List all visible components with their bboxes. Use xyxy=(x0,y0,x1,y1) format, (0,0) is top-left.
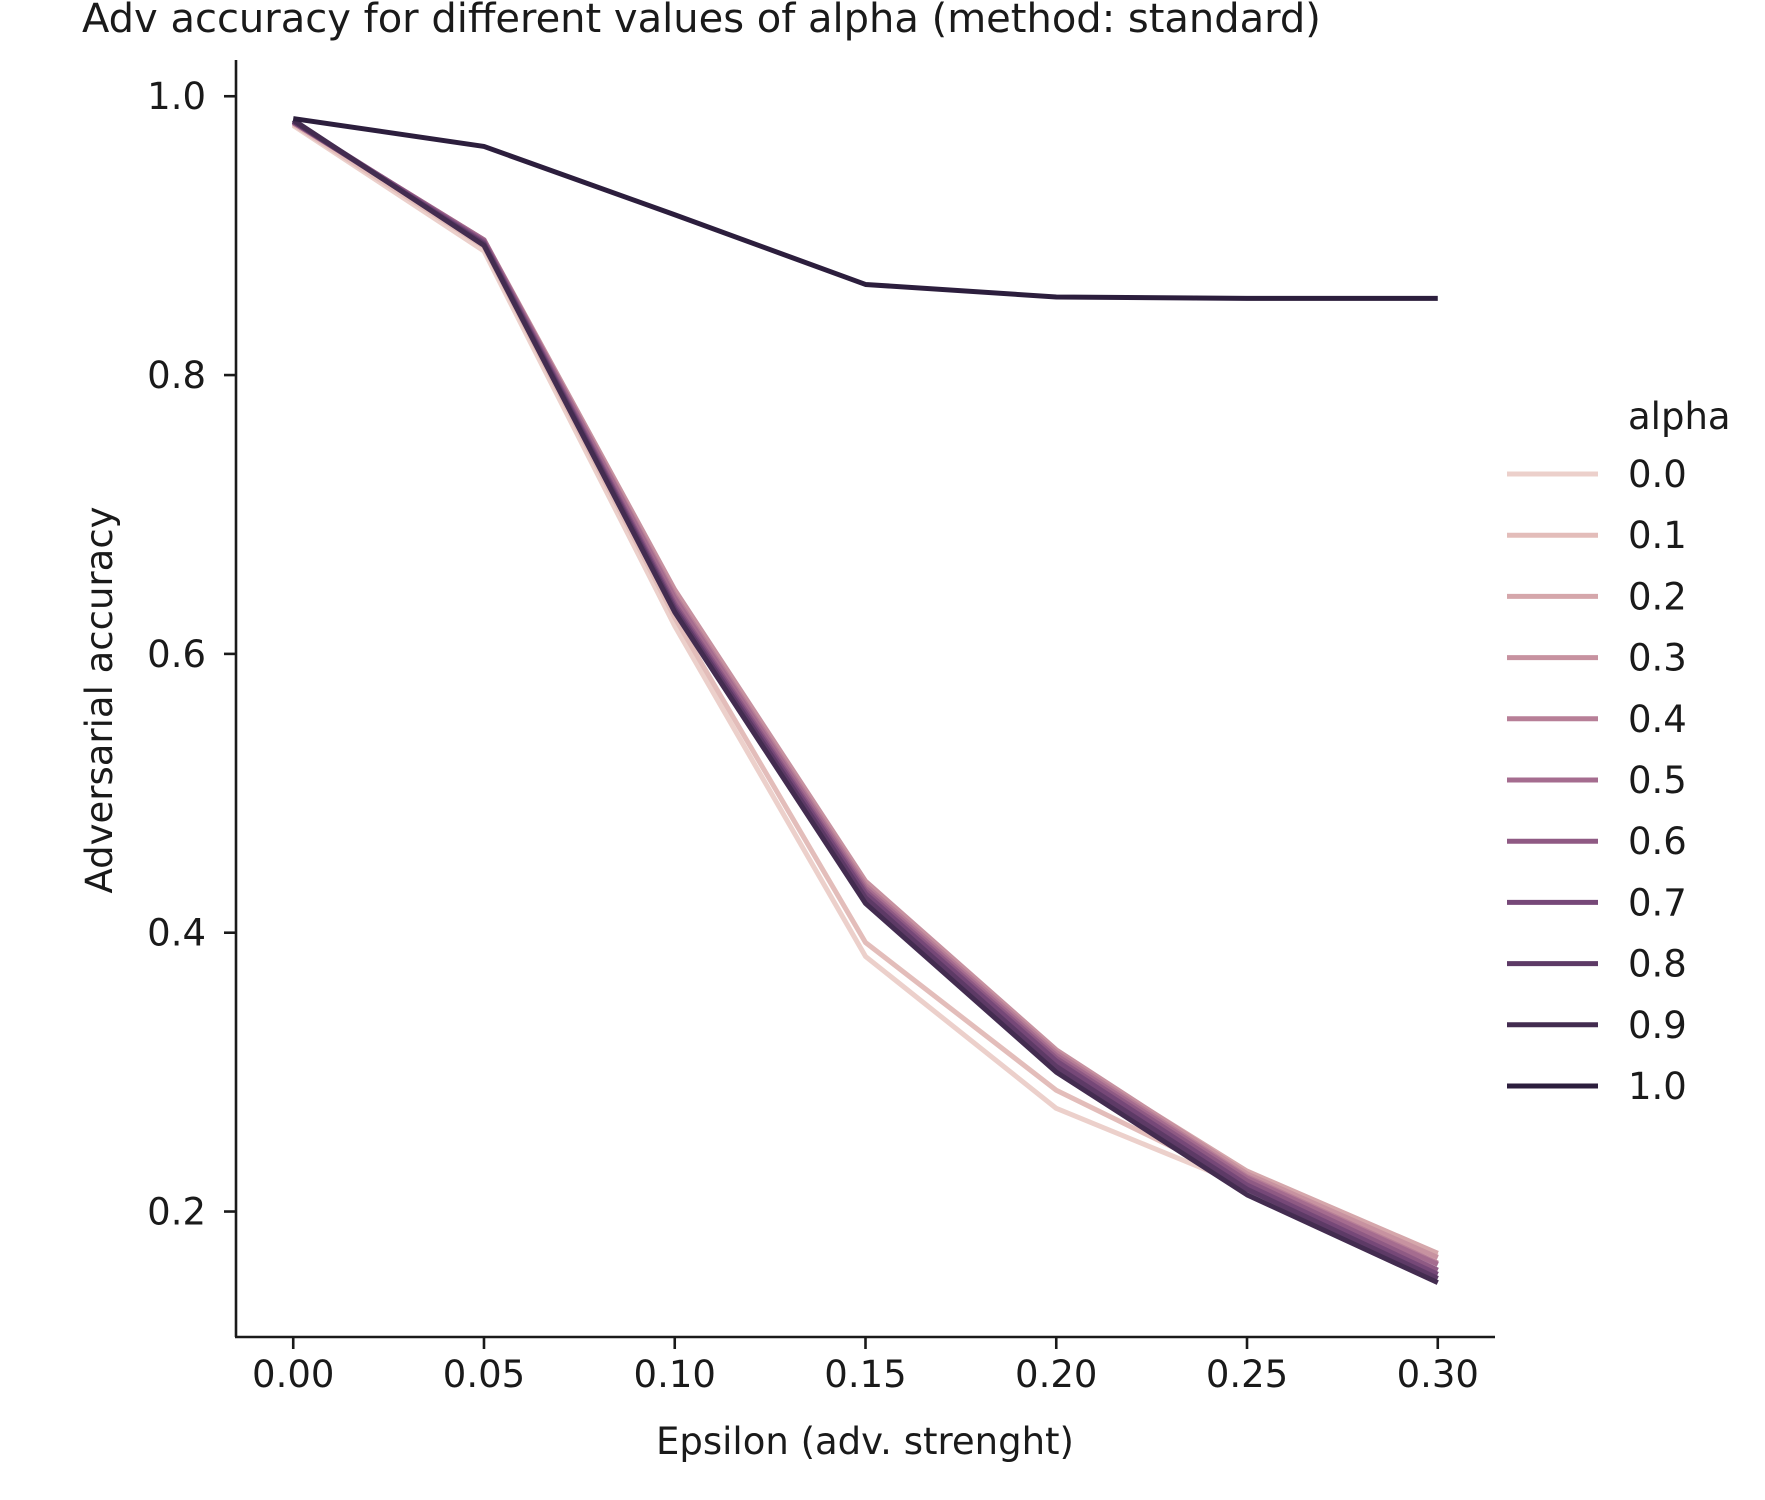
series-line-alpha-0-7 xyxy=(291,119,1439,1277)
y-axis-ticks: 0.2 0.4 0.6 0.8 1.0 xyxy=(147,75,236,1234)
y-tick-label: 0.8 xyxy=(147,354,206,397)
series-line-alpha-0-1 xyxy=(291,122,1439,1256)
series-line-alpha-0-8 xyxy=(291,119,1439,1281)
legend-label: 0.7 xyxy=(1628,881,1687,924)
legend-label: 0.3 xyxy=(1628,637,1687,680)
x-tick-label: 0.10 xyxy=(634,1353,716,1396)
y-tick-label: 0.6 xyxy=(147,633,206,676)
series-line-alpha-0-2 xyxy=(291,120,1439,1256)
legend-label: 0.8 xyxy=(1628,943,1687,986)
legend-label: 0.6 xyxy=(1628,820,1687,863)
series-line-alpha-0-4 xyxy=(291,120,1439,1266)
y-tick-label: 0.4 xyxy=(147,912,206,955)
series-lines xyxy=(291,116,1439,1285)
series-line-alpha-0-9 xyxy=(291,117,1439,1285)
chart-title: Adv accuracy for different values of alp… xyxy=(82,0,1321,42)
legend-label: 0.4 xyxy=(1628,698,1687,741)
series-line-alpha-0-5 xyxy=(291,120,1439,1267)
x-tick-label: 0.15 xyxy=(824,1353,906,1396)
legend-label: 0.5 xyxy=(1628,759,1687,802)
series-line-alpha-0-0 xyxy=(291,123,1439,1259)
x-tick-label: 0.00 xyxy=(252,1353,334,1396)
x-tick-label: 0.25 xyxy=(1206,1353,1288,1396)
legend-label: 0.9 xyxy=(1628,1004,1687,1047)
series-line-alpha-0-3 xyxy=(291,120,1439,1260)
legend-label: 0.0 xyxy=(1628,453,1687,496)
x-axis-ticks: 0.00 0.05 0.10 0.15 0.20 0.25 0.30 xyxy=(252,1337,1479,1396)
x-tick-label: 0.20 xyxy=(1015,1353,1097,1396)
legend-title: alpha xyxy=(1628,395,1731,438)
series-line-alpha-0-6 xyxy=(291,119,1439,1273)
legend: alpha 0.0 0.1 0.2 0.3 0.4 0.5 0.6 0.7 0.8 0.9 1.0 xyxy=(1507,395,1731,1108)
x-tick-label: 0.05 xyxy=(443,1353,525,1396)
legend-label: 0.2 xyxy=(1628,575,1687,618)
x-axis-label: Epsilon (adv. strenght) xyxy=(656,1420,1074,1463)
x-tick-label: 0.30 xyxy=(1397,1353,1479,1396)
y-axis-label: Adversarial accuracy xyxy=(78,506,121,893)
y-tick-label: 0.2 xyxy=(147,1191,206,1234)
legend-label: 0.1 xyxy=(1628,514,1687,557)
y-tick-label: 1.0 xyxy=(147,75,206,118)
series-line-alpha-1-0 xyxy=(292,116,1438,301)
legend-label: 1.0 xyxy=(1628,1065,1687,1108)
